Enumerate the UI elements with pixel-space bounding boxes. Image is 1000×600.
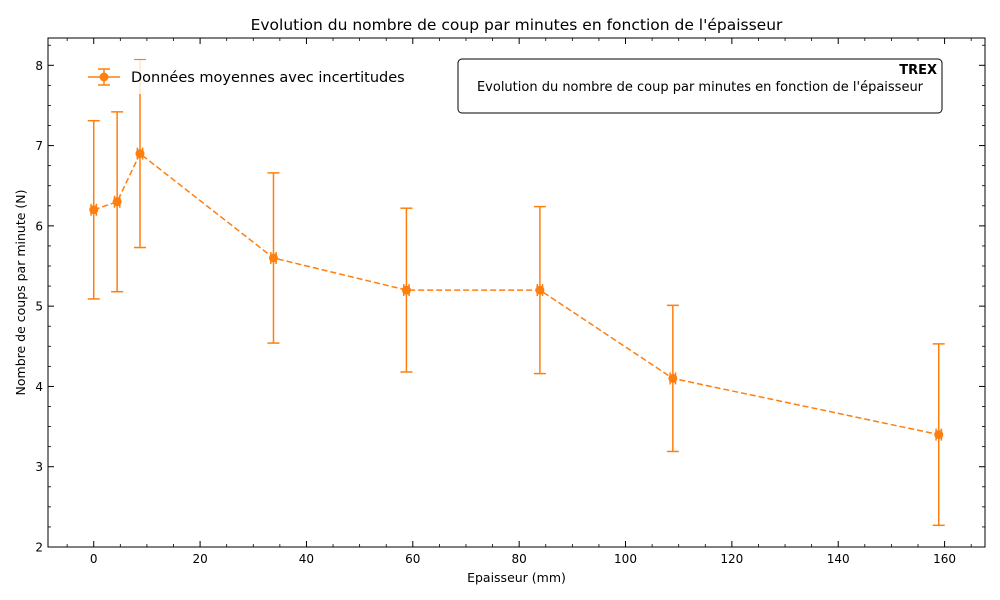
data-point (111, 111, 124, 293)
annotation-title: TREX (899, 63, 937, 78)
annotation-subtitle: Evolution du nombre de coup par minutes … (477, 80, 924, 95)
legend-marker (88, 68, 120, 86)
y-axis-label: Nombre de coups par minute (N) (13, 190, 28, 396)
point-marker (135, 149, 145, 159)
data-point (533, 205, 546, 375)
axis-ticks: 0 20 40 60 80 100 120 140 160 2 3 4 5 6 7 8 (35, 38, 985, 566)
legend-entry: Données moyennes avec incertitudes (131, 70, 405, 86)
x-axis-label: Epaisseur (mm) (467, 570, 566, 585)
point-marker (934, 430, 944, 440)
y-tick-label: 4 (35, 380, 43, 394)
point-marker (89, 205, 99, 215)
x-tick-label: 40 (299, 552, 314, 566)
data-point (87, 119, 100, 300)
y-tick-label: 8 (35, 59, 43, 73)
point-marker (535, 285, 545, 295)
y-tick-label: 2 (35, 541, 43, 555)
x-tick-label: 60 (405, 552, 420, 566)
annotation-box: TREX Evolution du nombre de coup par min… (457, 58, 943, 114)
y-tick-label: 3 (35, 460, 43, 474)
point-marker (668, 373, 678, 383)
y-tick-label: 5 (35, 300, 43, 314)
x-tick-label: 0 (90, 552, 98, 566)
y-tick-label: 7 (35, 139, 43, 153)
data-point (666, 304, 679, 453)
x-tick-label: 120 (720, 552, 743, 566)
point-marker (112, 197, 122, 207)
data-point (400, 207, 413, 373)
x-tick-label: 140 (827, 552, 850, 566)
x-tick-label: 80 (512, 552, 527, 566)
data-point (267, 172, 280, 344)
x-tick-label: 160 (933, 552, 956, 566)
x-tick-label: 100 (614, 552, 637, 566)
axes-frame (47, 37, 986, 548)
annotation-frame (457, 58, 943, 114)
series-line (93, 152, 939, 436)
x-tick-label: 20 (192, 552, 207, 566)
chart-title: Evolution du nombre de coup par minutes … (251, 16, 783, 34)
point-marker (268, 253, 278, 263)
y-tick-label: 6 (35, 219, 43, 233)
point-marker (401, 285, 411, 295)
data-point (932, 343, 945, 527)
legend-frame (80, 60, 430, 94)
plot-area (87, 58, 945, 527)
legend: Données moyennes avec incertitudes (80, 60, 430, 94)
